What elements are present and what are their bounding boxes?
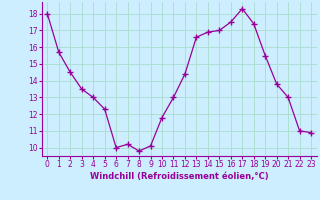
X-axis label: Windchill (Refroidissement éolien,°C): Windchill (Refroidissement éolien,°C) [90, 172, 268, 181]
